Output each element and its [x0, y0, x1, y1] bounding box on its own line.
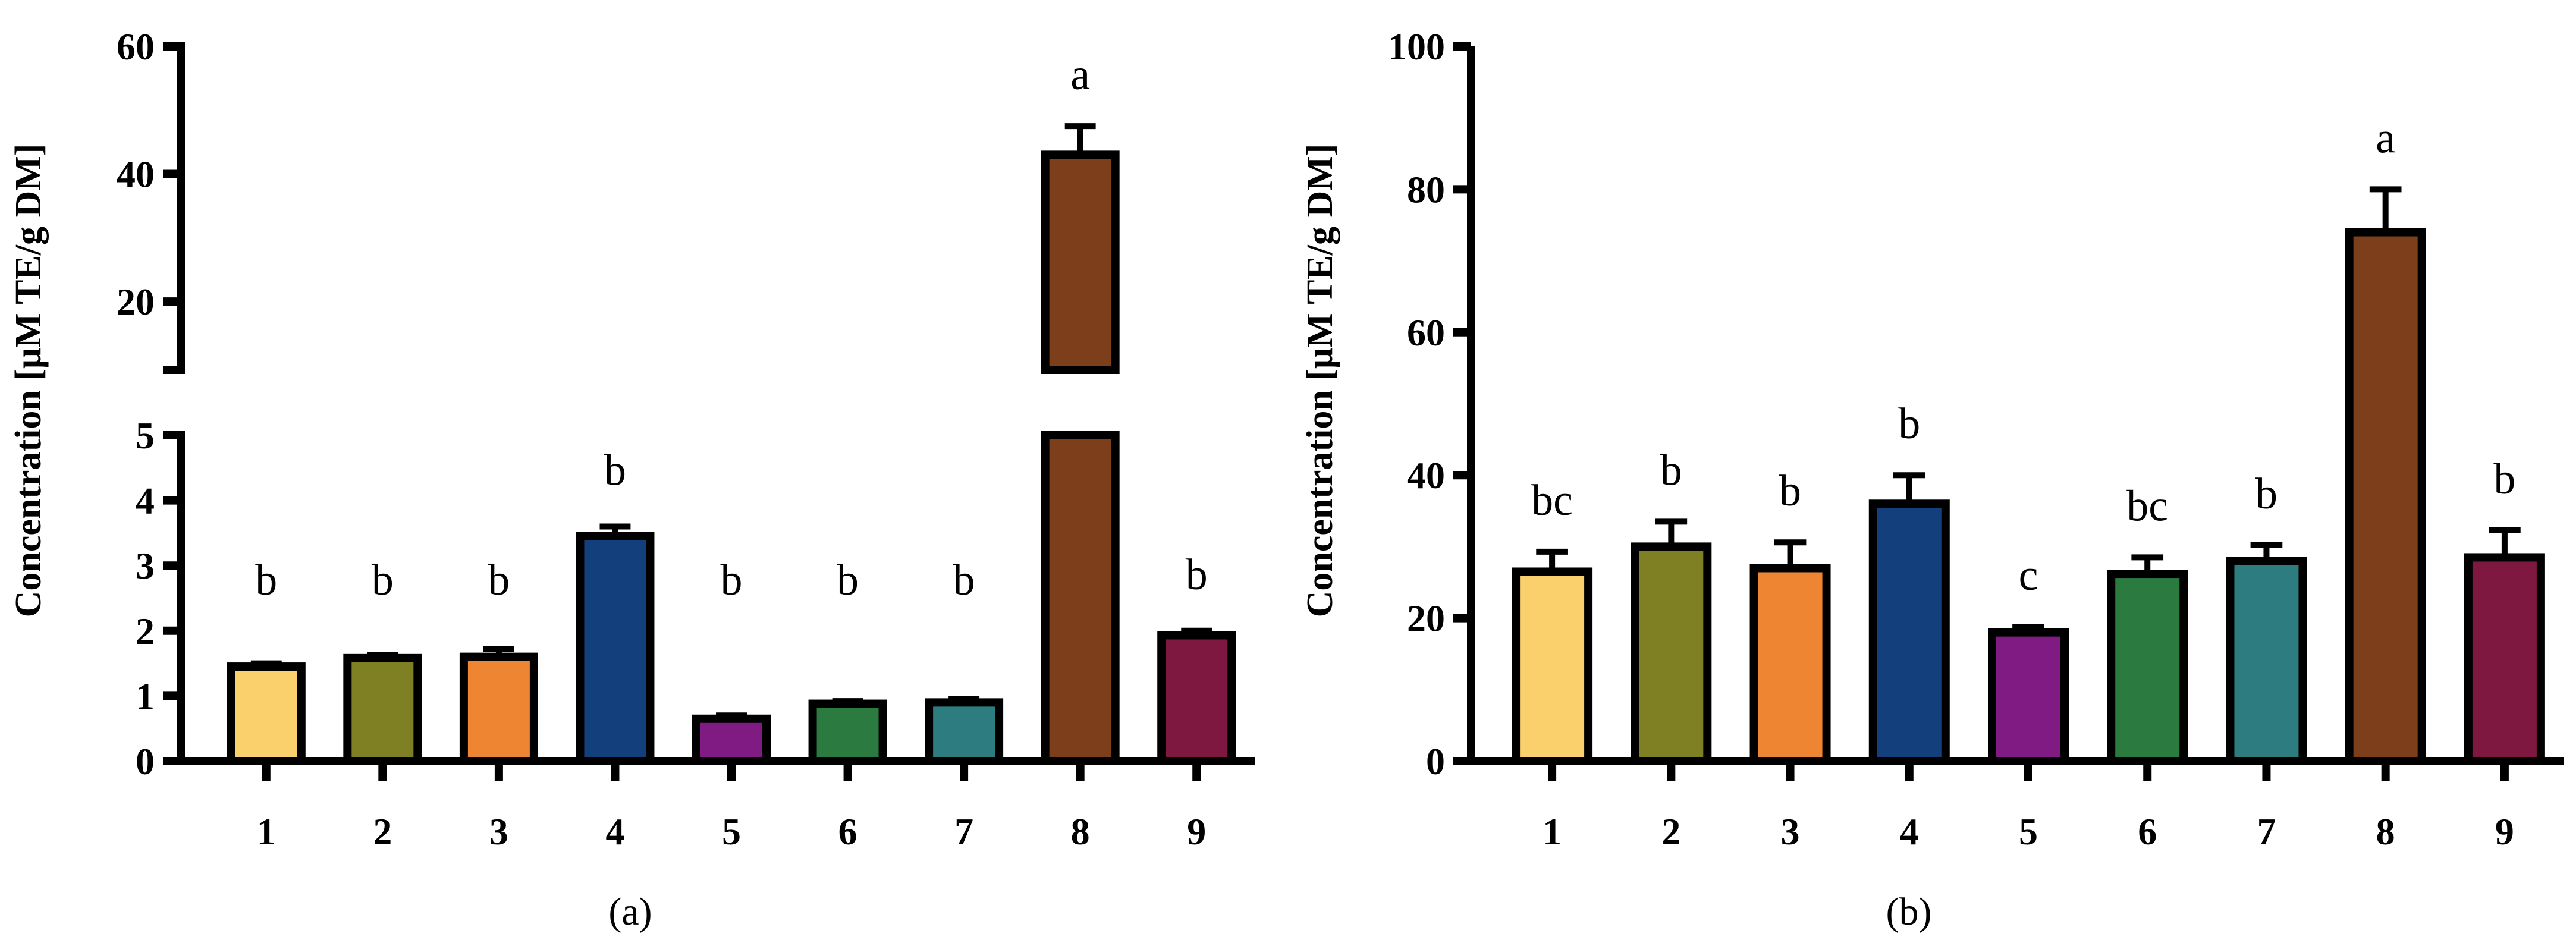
- y-tick-label: 1: [136, 675, 155, 717]
- x-tick-label: 8: [1071, 810, 1090, 853]
- y-tick-label: 2: [136, 610, 155, 652]
- significance-label: b: [1186, 551, 1208, 599]
- x-tick-label: 5: [722, 810, 741, 853]
- x-tick-label: 6: [838, 810, 857, 853]
- x-tick-label: 4: [605, 810, 624, 853]
- bar: [2107, 570, 2188, 765]
- y-tick-label: 100: [1388, 26, 1445, 68]
- bar: [343, 653, 422, 766]
- bar: [576, 532, 655, 765]
- significance-label: bc: [2126, 482, 2168, 530]
- significance-label: c: [2019, 551, 2038, 600]
- y-tick-label: 5: [136, 414, 155, 457]
- significance-label: b: [721, 556, 743, 605]
- bar: [1512, 567, 1593, 765]
- panel-a-chart: 0 1 2 3 4 5 20 40 60 Concentration [μM TE/g DM] 1 b…: [8, 26, 1255, 933]
- bar: [1749, 564, 1831, 766]
- significance-label: b: [372, 556, 394, 605]
- panel-label: (b): [1886, 890, 1932, 933]
- bar: [1988, 628, 2069, 766]
- bar: [692, 714, 771, 766]
- bar: [1631, 542, 1712, 766]
- x-tick-label: 1: [1543, 810, 1562, 853]
- bar-break-gap: [1036, 374, 1124, 431]
- bar: [1041, 150, 1120, 374]
- significance-label: b: [2493, 455, 2515, 504]
- bar: [1041, 431, 1120, 765]
- bar: [459, 652, 538, 766]
- y-tick-label: 60: [117, 26, 155, 68]
- x-tick-label: 9: [1187, 810, 1206, 853]
- significance-label: b: [2255, 470, 2277, 518]
- y-tick-label: 20: [1407, 598, 1445, 640]
- bar: [925, 698, 1004, 765]
- significance-label: b: [1898, 400, 1920, 448]
- significance-label: b: [1779, 467, 1801, 515]
- significance-label: b: [953, 556, 975, 605]
- bar: [1868, 499, 1950, 766]
- significance-label: a: [2376, 114, 2395, 162]
- significance-label: a: [1070, 51, 1090, 99]
- y-tick-label: 3: [136, 545, 155, 587]
- panel-b-chart: 0 20 40 60 80 100 Concentration [μM TE/g DM] 1 b…: [1300, 26, 2564, 933]
- y-axis-label: Concentration [μM TE/g DM]: [8, 144, 49, 618]
- x-tick-label: 2: [1661, 810, 1680, 853]
- y-tick-label: 40: [1407, 454, 1445, 496]
- x-tick-label: 7: [954, 810, 973, 853]
- bar: [2226, 557, 2307, 765]
- significance-label: b: [1660, 446, 1682, 495]
- significance-label: b: [255, 556, 277, 605]
- bar: [2345, 228, 2426, 765]
- x-tick-label: 7: [2257, 810, 2276, 853]
- y-tick-label: 60: [1407, 312, 1445, 354]
- x-tick-label: 9: [2495, 810, 2514, 853]
- y-tick-label: 4: [136, 480, 155, 522]
- panel-label: (a): [608, 890, 652, 933]
- significance-label: b: [604, 446, 626, 495]
- x-tick-label: 3: [489, 810, 508, 853]
- y-tick-label: 20: [117, 281, 155, 323]
- x-tick-label: 4: [1900, 810, 1919, 853]
- x-tick-label: 3: [1781, 810, 1800, 853]
- x-tick-label: 8: [2376, 810, 2395, 853]
- y-tick-label: 0: [1426, 740, 1445, 782]
- significance-label: b: [488, 556, 510, 605]
- significance-label: bc: [1531, 476, 1573, 525]
- y-axis-label: Concentration [μM TE/g DM]: [1300, 144, 1340, 618]
- x-tick-label: 1: [257, 810, 276, 853]
- x-tick-label: 2: [373, 810, 392, 853]
- y-tick-label: 40: [117, 153, 155, 196]
- bar: [808, 699, 887, 765]
- significance-label: b: [837, 556, 859, 605]
- y-tick-label: 0: [136, 740, 155, 782]
- x-tick-label: 6: [2138, 810, 2157, 853]
- bar: [227, 662, 306, 765]
- bar: [2464, 553, 2545, 765]
- bar: [1157, 631, 1236, 766]
- y-tick-label: 80: [1407, 168, 1445, 210]
- x-tick-label: 5: [2019, 810, 2038, 853]
